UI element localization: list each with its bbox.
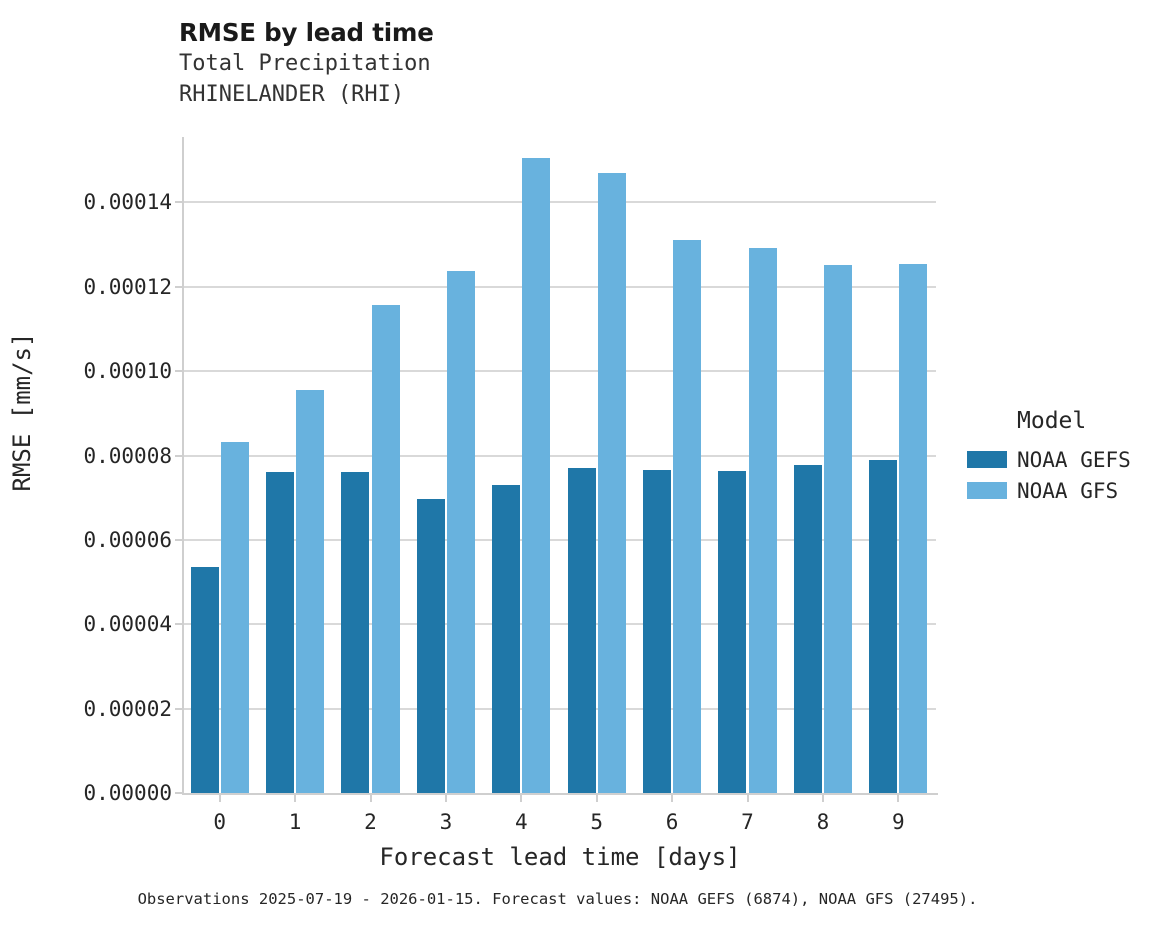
x-axis-tick-labels: 0 1 2 3 4 5 6 7 8 9 bbox=[182, 800, 938, 834]
y-axis-line bbox=[182, 137, 184, 793]
bar bbox=[869, 460, 898, 793]
legend-title: Model bbox=[1017, 408, 1087, 434]
y-axis-tick bbox=[175, 201, 182, 204]
y-axis-tick bbox=[175, 370, 182, 373]
x-axis-tick bbox=[595, 795, 598, 802]
legend-swatch-icon bbox=[967, 482, 1007, 499]
bar bbox=[190, 566, 219, 793]
x-axis-tick bbox=[746, 795, 749, 802]
y-axis-tick-labels: 0.00000 0.00002 0.00004 0.00006 0.00008 0.000… bbox=[0, 137, 172, 805]
y-axis-title: RMSE [mm/s] bbox=[8, 332, 36, 492]
legend-items: NOAA GEFS NOAA GFS bbox=[967, 444, 1131, 506]
y-axis-tick-label: 0.00010 bbox=[83, 359, 172, 384]
legend-item-label: NOAA GFS bbox=[1017, 478, 1119, 503]
x-axis-tick bbox=[671, 795, 674, 802]
y-axis-tick bbox=[175, 623, 182, 626]
bar bbox=[446, 270, 476, 793]
legend-swatch-icon bbox=[967, 451, 1007, 468]
y-axis-tick-label: 0.00006 bbox=[83, 527, 172, 552]
legend: Model NOAA GEFS NOAA GFS bbox=[967, 408, 1131, 506]
y-axis-tick bbox=[175, 538, 182, 541]
x-axis-tick bbox=[897, 795, 900, 802]
y-axis-tick-label: 0.00008 bbox=[83, 443, 172, 468]
x-axis-tick bbox=[520, 795, 523, 802]
x-axis-tick bbox=[218, 795, 221, 802]
x-axis-tick-label: 5 bbox=[590, 810, 604, 834]
bar bbox=[296, 390, 325, 793]
bar bbox=[597, 172, 626, 793]
bar bbox=[823, 265, 853, 793]
x-axis-tick-label: 6 bbox=[665, 810, 679, 834]
gridline bbox=[184, 623, 936, 626]
chart-caption: Observations 2025-07-19 - 2026-01-15. Fo… bbox=[137, 890, 978, 908]
bar bbox=[371, 304, 400, 793]
bar bbox=[492, 485, 521, 793]
y-axis-tick-label: 0.00012 bbox=[83, 274, 172, 299]
gridline bbox=[184, 538, 936, 541]
gridline bbox=[184, 707, 936, 710]
x-axis-tick-label: 9 bbox=[891, 810, 905, 834]
x-axis-tick-label: 1 bbox=[288, 810, 302, 834]
plot-area bbox=[175, 137, 938, 802]
x-axis-tick-label: 2 bbox=[364, 810, 377, 834]
x-axis-title: Forecast lead time [days] bbox=[379, 843, 741, 871]
gridline bbox=[184, 201, 936, 204]
bar bbox=[899, 263, 928, 793]
y-axis-tick bbox=[175, 285, 182, 288]
y-axis-tick-label: 0.00004 bbox=[83, 612, 172, 637]
bar bbox=[748, 247, 777, 793]
x-axis-tick-label: 8 bbox=[816, 810, 830, 834]
legend-item[interactable]: NOAA GFS bbox=[967, 475, 1131, 506]
bar bbox=[718, 471, 747, 793]
x-axis-tick bbox=[444, 795, 447, 802]
legend-item-label: NOAA GEFS bbox=[1017, 447, 1131, 472]
x-axis-tick bbox=[821, 795, 824, 802]
gridline bbox=[184, 370, 936, 373]
bar bbox=[341, 471, 370, 793]
legend-item[interactable]: NOAA GEFS bbox=[967, 444, 1131, 475]
bar bbox=[793, 464, 822, 793]
gridline bbox=[184, 454, 936, 457]
x-axis-tick-label: 0 bbox=[213, 810, 227, 834]
y-axis-tick-label: 0.00002 bbox=[83, 696, 172, 721]
x-axis-tick-label: 3 bbox=[439, 810, 453, 834]
x-axis-tick bbox=[369, 795, 372, 802]
y-axis-tick bbox=[175, 454, 182, 457]
x-axis-tick bbox=[294, 795, 297, 802]
bar bbox=[642, 469, 672, 793]
bar bbox=[265, 471, 295, 793]
y-axis-tick bbox=[175, 792, 182, 794]
x-axis-tick-label: 4 bbox=[514, 810, 528, 834]
y-axis-tick-label: 0.00014 bbox=[83, 190, 172, 215]
y-axis-tick bbox=[175, 707, 182, 710]
bar bbox=[673, 239, 702, 793]
x-axis-tick-label: 7 bbox=[741, 810, 754, 834]
bar bbox=[220, 442, 249, 793]
title-block: RMSE by lead time Total Precipitation RH… bbox=[179, 18, 434, 110]
bar bbox=[522, 157, 551, 793]
page-title: RMSE by lead time bbox=[179, 18, 434, 47]
bar bbox=[567, 468, 596, 793]
x-axis-line bbox=[182, 793, 938, 795]
chart-subtitle-variable: Total Precipitation bbox=[179, 51, 431, 76]
chart-subtitle-station: RHINELANDER (RHI) bbox=[179, 82, 405, 107]
y-axis-tick-label: 0.00000 bbox=[83, 781, 172, 805]
gridline bbox=[184, 285, 936, 288]
bar bbox=[416, 499, 445, 793]
